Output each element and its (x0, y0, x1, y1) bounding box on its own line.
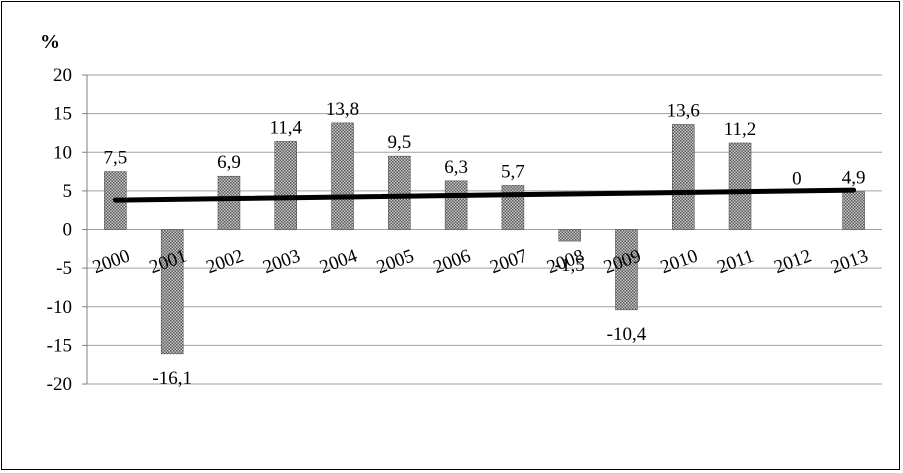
x-tick-label: 2002 (203, 245, 246, 278)
trendline-line (112, 187, 857, 203)
x-tick-label: 2013 (828, 245, 871, 278)
y-tick-label: 15 (53, 104, 72, 125)
x-tick-label: 2012 (771, 245, 814, 278)
bar (842, 191, 865, 230)
y-tick-label: 20 (53, 65, 72, 86)
data-label: -1,5 (555, 255, 585, 276)
data-label: -16,1 (152, 368, 192, 389)
data-label: 13,8 (326, 99, 359, 120)
data-label: 5,7 (501, 161, 525, 182)
x-tick-label: 2011 (715, 246, 757, 278)
y-tick-labels: 20 15 10 5 0 -5 -10 -15 -20 (47, 65, 72, 395)
data-label: 0 (792, 169, 802, 190)
x-tick-label: 2000 (90, 245, 133, 278)
bar (331, 122, 354, 230)
trendline (112, 187, 857, 203)
bar (160, 229, 184, 355)
gridlines (82, 74, 882, 385)
bar (728, 142, 752, 230)
bar (388, 155, 411, 230)
y-tick-label: -20 (47, 374, 72, 395)
y-tick-label: -10 (47, 297, 72, 318)
y-tick-label: 5 (63, 181, 73, 202)
data-label: -10,4 (607, 324, 647, 345)
data-label: 13,6 (667, 100, 700, 121)
data-label: 9,5 (387, 132, 411, 153)
x-tick-label: 2010 (658, 245, 701, 278)
bar (615, 229, 638, 311)
data-label: 7,5 (104, 148, 128, 169)
bar (558, 229, 581, 242)
bar (672, 124, 695, 230)
y-unit-label: % (40, 31, 60, 53)
x-tick-label: 2007 (487, 245, 530, 278)
x-tick-label: 2005 (374, 245, 417, 278)
bar (501, 185, 525, 230)
data-label: 4,9 (842, 168, 866, 189)
data-label: 6,3 (444, 157, 468, 178)
y-tick-label: 0 (63, 220, 73, 241)
data-label: 6,9 (217, 152, 241, 173)
x-tick-labels: 2000 2001 2002 2003 2004 2005 2006 2007 2008 2009… (90, 245, 871, 278)
y-tick-label: -5 (56, 258, 72, 279)
y-tick-label: -15 (47, 335, 72, 356)
x-tick-label: 2006 (431, 245, 474, 278)
data-labels: 7,5 -16,1 6,9 11,4 13,8 9,5 6,3 5,7 -1,5 -10,4 13,… (104, 99, 866, 389)
data-label: 11,4 (269, 117, 302, 138)
x-tick-label: 2004 (317, 245, 360, 278)
bar (274, 141, 297, 230)
y-tick-label: 10 (53, 142, 72, 163)
x-tick-label: 2003 (260, 245, 303, 278)
bar (217, 175, 241, 230)
bar (444, 180, 468, 230)
data-label: 11,2 (724, 119, 757, 140)
